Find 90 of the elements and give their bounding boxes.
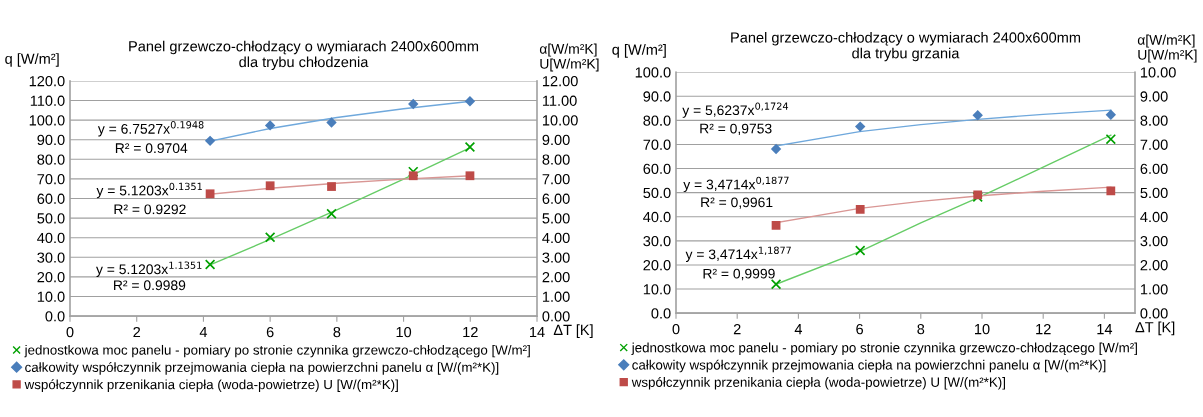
x-tick-label: 12 [463,326,478,338]
legend-label: całkowity współczynnik przejmowania ciepła na powierzchni panelu α [W/(m²*K)] [632,359,1106,373]
legend-label: współczynnik przenikania ciepła (woda-powietrze) U [W/(m²*K)] [631,376,1005,390]
y-tick-label: 30.0 [37,252,65,263]
y-tick-label: 120.0 [29,76,65,87]
y2-tick-label: 8.00 [1140,115,1168,126]
y2-tick-label: 6.00 [1140,163,1168,174]
x-tick-label: 8 [917,323,925,335]
y2-tick-label: 1.00 [1140,284,1168,295]
x-tick-label: 14 [530,327,545,338]
y2-tick-label: 10.00 [542,115,578,126]
y-tick-label: 20.0 [643,260,671,271]
legend-label: całkowity współczynnik przejmowania ciepła na powierzchni panelu α [W/(m²*K)] [25,362,499,375]
y-tick-label: 60.0 [37,193,65,204]
x-tick-label: 4 [794,324,803,335]
annotation: R² = 0.9989 [114,280,186,291]
x-tick-label: 0 [66,326,74,338]
y-tick-label: 70.0 [37,173,65,185]
y2-tick-label: 1.00 [542,291,570,302]
x-tick-label: 2 [733,323,741,335]
y-tick-label: 30.0 [643,235,671,247]
y-tick-label: 0.0 [651,308,671,319]
y-axis-title: q [W/m²] [612,44,666,58]
y-tick-label: 20.0 [37,271,65,283]
x-tick-label: 14 [1097,324,1113,335]
chart-title: Panel grzewczo-chłodzący o wymiarach 2400x600mm dla trybu grzania [731,31,1081,62]
x-axis-title: ΔT [K] [1135,321,1175,336]
chart-title: Panel grzewczo-chłodzący o wymiarach 2400x600mm dla trybu chłodzenia [129,40,479,71]
annotation: R² = 0,9961 [701,197,773,209]
legend-label: współczynnik przenikania ciepła (woda-powietrze) U [W/(m²*K)] [24,379,398,392]
y-tick-label: 0.0 [45,311,65,322]
y2-tick-label: 7.00 [1140,139,1168,150]
y2-tick-label: 7.00 [542,173,570,185]
x-tick-label: 6 [856,323,864,335]
legend-label: jednostkowa moc panelu - pomiary po stronie czynnika grzewczo-chłodzącego [W/m²] [631,342,1137,356]
y2-tick-label: 5.00 [542,213,570,224]
annotation: R² = 0.9292 [114,204,186,215]
annotation: y = 5,6237x$^{0,1724}$ [682,102,789,118]
y-tick-label: 80.0 [37,154,65,165]
y-tick-label: 100.0 [635,67,671,78]
x-tick-label: 4 [199,327,208,338]
y2-tick-label: 2.00 [1140,260,1168,271]
y2-axis-title: α[W/m²K] U[W/m²K] [1137,34,1197,63]
y2-axis-title: α[W/m²K] U[W/m²K] [539,43,599,72]
annotation: y = 5.1203x$^{1.1351}$ [96,261,202,277]
x-axis-title: ΔT [K] [553,324,593,338]
x-tick-label: 12 [1036,323,1051,335]
annotation: y = 3,4714x$^{0,1877}$ [683,176,789,193]
annotation: y = 6.7527x$^{0.1948}$ [97,121,204,137]
y2-tick-label: 0.00 [1140,308,1168,319]
legend-label: jednostkowa moc panelu - pomiary po stronie czynnika grzewczo-chłodzącego [W/m²] [24,344,530,358]
y2-tick-label: 8.00 [542,154,570,165]
annotation: R² = 0,9999 [703,268,775,281]
x-tick-label: 10 [975,323,990,335]
y-tick-label: 100.0 [29,115,65,126]
y-tick-label: 40.0 [643,211,671,223]
x-tick-label: 2 [133,326,141,338]
annotation: R² = 0.9704 [115,143,188,154]
y-tick-label: 10.0 [643,284,671,295]
y2-tick-label: 3.00 [542,252,570,263]
y-tick-label: 90.0 [643,91,671,102]
y-tick-label: 110.0 [30,95,65,106]
y-tick-label: 10.0 [37,291,65,302]
x-tick-label: 6 [266,326,274,338]
y-tick-label: 40.0 [37,232,65,244]
annotation: y = 5.1203x$^{0.1351}$ [96,182,202,199]
y2-tick-label: 0.00 [542,311,570,322]
y-axis-title: q [W/m²] [5,53,59,67]
y-tick-label: 70.0 [643,139,671,150]
y-tick-label: 50.0 [37,213,65,224]
annotation: R² = 0,9753 [700,123,772,136]
y2-tick-label: 9.00 [1140,91,1168,102]
y2-tick-label: 11.00 [542,95,577,106]
y2-tick-label: 3.00 [1140,235,1168,247]
y2-tick-label: 5.00 [1140,187,1168,199]
y-tick-label: 50.0 [643,187,671,199]
x-tick-label: 10 [396,326,412,338]
y2-tick-label: 4.00 [542,232,570,244]
y-tick-label: 80.0 [643,115,671,126]
y2-tick-label: 6.00 [542,193,570,204]
x-tick-label: 0 [672,323,680,335]
y2-tick-label: 4.00 [1140,211,1168,223]
y2-tick-label: 10.00 [1140,67,1176,78]
x-tick-label: 8 [333,326,341,338]
y-tick-label: 60.0 [643,163,671,174]
y2-tick-label: 2.00 [542,271,570,283]
annotation: y = 3,4714x$^{1,1877}$ [685,246,791,262]
y2-tick-label: 9.00 [542,134,570,146]
y2-tick-label: 12.00 [542,76,578,87]
y-tick-label: 90.0 [37,134,65,146]
